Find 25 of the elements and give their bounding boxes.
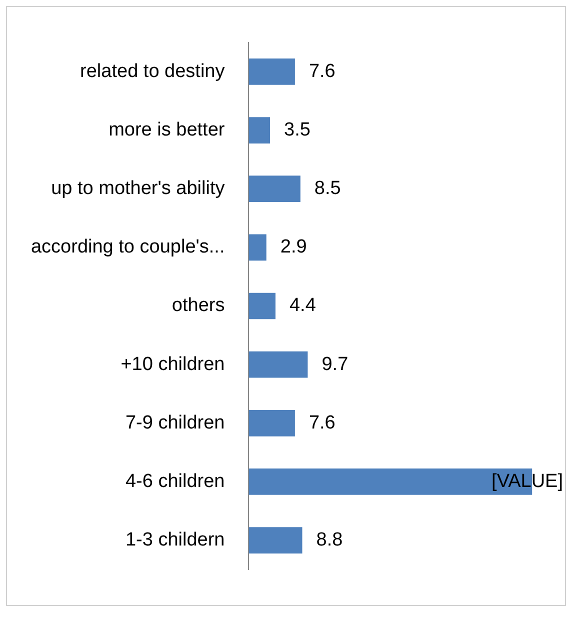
data-label: 4.4 <box>289 295 316 316</box>
y-tick-label: others <box>172 295 225 316</box>
data-label: 8.8 <box>316 530 343 551</box>
bar <box>248 176 300 202</box>
bar <box>248 292 276 320</box>
y-tick-label: up to mother's ability <box>51 178 226 200</box>
y-tick-label: according to couple's... <box>30 236 225 258</box>
bar <box>248 527 302 554</box>
data-label: 7.6 <box>308 60 336 82</box>
bar <box>248 58 295 85</box>
data-label: 8.5 <box>314 178 341 200</box>
data-label: 3.5 <box>284 120 310 140</box>
bar <box>248 117 270 144</box>
y-tick-label: 7-9 children <box>125 412 225 434</box>
y-tick-label: related to destiny <box>80 60 226 82</box>
data-label: 2.9 <box>280 236 307 258</box>
y-tick-label: 1-3 childern <box>125 530 225 551</box>
data-label: 9.7 <box>322 354 348 375</box>
y-tick-label: more is better <box>108 120 226 140</box>
bar <box>248 410 295 436</box>
y-tick-label: +10 children <box>120 354 225 375</box>
y-tick-label: 4-6 children <box>125 470 225 492</box>
bar <box>248 234 266 261</box>
bar <box>248 351 308 378</box>
data-label: 7.6 <box>308 412 336 434</box>
